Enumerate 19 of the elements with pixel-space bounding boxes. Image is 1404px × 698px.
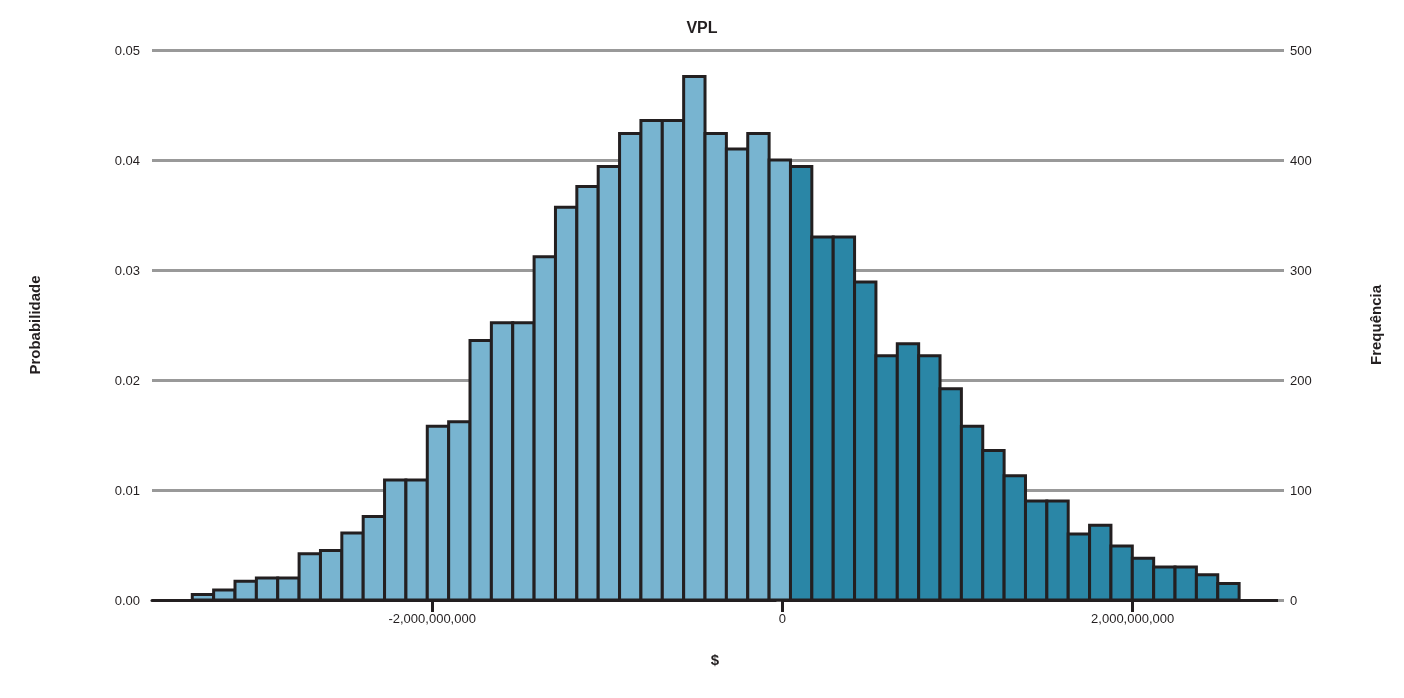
x-axis-title: $ <box>710 651 720 668</box>
y-tick-label: 0.01 <box>114 482 140 498</box>
y-tick-label: 0.00 <box>114 592 140 608</box>
chart-title: VPL <box>686 18 718 36</box>
y-tick-label: 0.03 <box>114 262 140 278</box>
x-tick-label: -2,000,000,000 <box>388 611 476 626</box>
y2-tick-label: 0 <box>1290 592 1298 608</box>
y-axis-title: Probabilidade <box>26 275 43 375</box>
x-tick-label: 2,000,000,000 <box>1091 611 1175 626</box>
y-tick-label: 0.05 <box>114 42 140 58</box>
y2-tick-label: 300 <box>1290 262 1312 278</box>
y2-axis-title: Frequência <box>1367 284 1384 366</box>
y2-tick-label: 200 <box>1290 372 1312 388</box>
x-tick-label: 0 <box>778 611 787 626</box>
y-tick-label: 0.02 <box>114 372 140 388</box>
y2-tick-label: 400 <box>1290 152 1312 168</box>
y2-tick-label: 500 <box>1290 42 1312 58</box>
y-tick-label: 0.04 <box>114 152 140 168</box>
y2-tick-label: 100 <box>1290 482 1312 498</box>
